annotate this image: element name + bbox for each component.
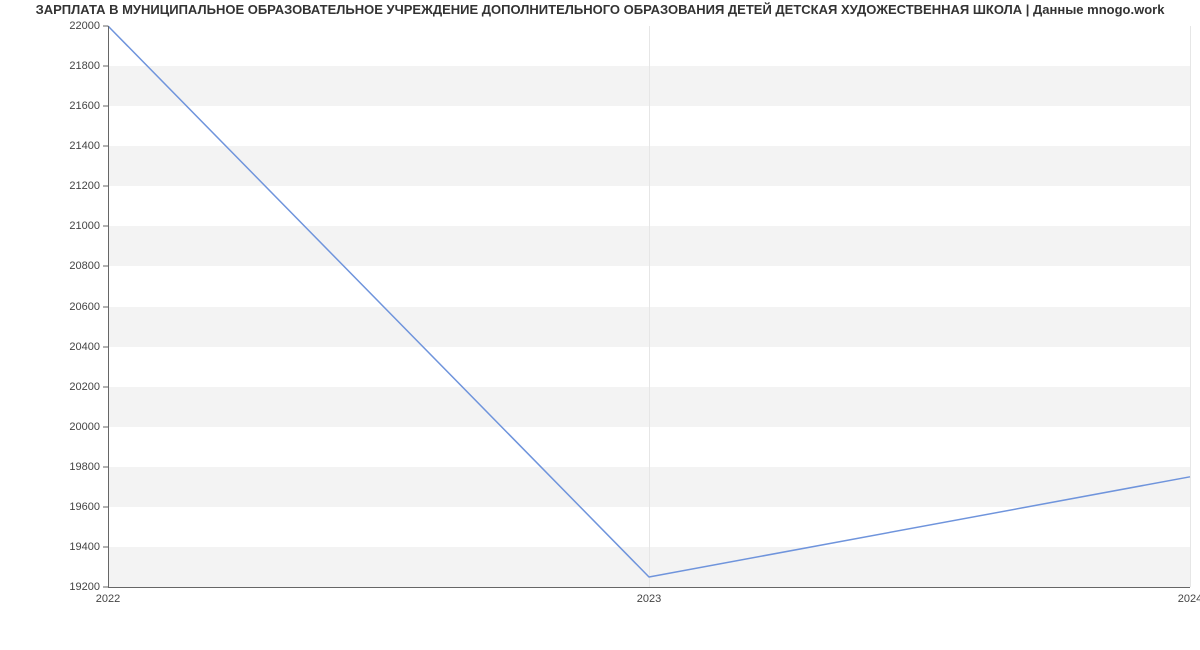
plot-area: 1920019400196001980020000202002040020600… [108,26,1190,587]
x-tick-label: 2024 [1178,593,1200,605]
y-tick-label: 21600 [69,100,100,112]
series-line [108,26,1190,577]
y-tick-label: 21000 [69,220,100,232]
y-tick-label: 19600 [69,501,100,513]
chart-title: ЗАРПЛАТА В МУНИЦИПАЛЬНОЕ ОБРАЗОВАТЕЛЬНОЕ… [0,2,1200,17]
x-tick-label: 2023 [637,593,661,605]
y-tick-label: 21200 [69,180,100,192]
y-tick-label: 22000 [69,20,100,32]
chart-container: { "chart": { "type": "line", "title": "З… [0,0,1200,650]
y-axis-line [108,26,109,587]
x-gridline [1190,26,1191,587]
line-layer [108,26,1190,587]
x-tick-label: 2022 [96,593,120,605]
y-tick-label: 20800 [69,260,100,272]
y-tick-label: 19400 [69,541,100,553]
y-tick-label: 20000 [69,421,100,433]
y-tick-label: 21800 [69,60,100,72]
y-tick-label: 19800 [69,461,100,473]
y-tick-label: 20200 [69,381,100,393]
y-tick-label: 20400 [69,341,100,353]
y-tick-label: 21400 [69,140,100,152]
y-tick-label: 20600 [69,301,100,313]
x-axis-line [108,587,1190,588]
y-tick-label: 19200 [69,581,100,593]
